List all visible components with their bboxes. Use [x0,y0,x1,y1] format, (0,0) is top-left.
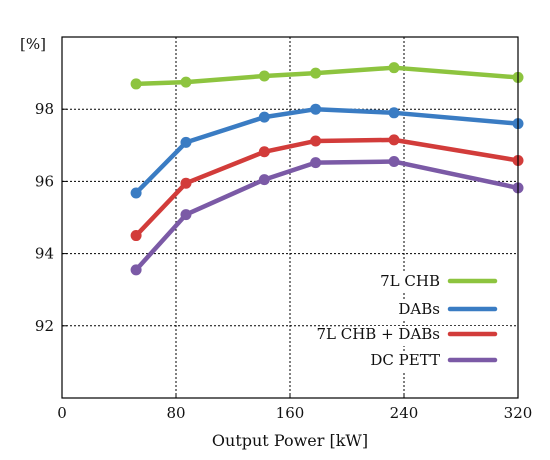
x-tick-label: 80 [166,404,185,422]
legend-item-background [360,352,510,372]
data-point [388,156,400,168]
legend-item-background [360,301,510,321]
data-point [310,103,322,115]
legend-label: 7L CHB + DABs [316,325,440,343]
x-tick-label: 240 [390,404,419,422]
series-line [133,137,521,238]
grid [62,37,518,398]
data-point [180,177,192,189]
series-line [133,159,521,273]
x-axis-label: Output Power [kW] [212,431,368,450]
data-point [130,78,142,90]
ticks: 0 80 160 240 320 92 94 96 98 [35,100,532,422]
series-7l-chb-dabs [130,134,524,242]
series-line [133,106,521,196]
data-point [130,264,142,276]
data-point [258,70,270,82]
data-point [388,62,400,74]
data-point [258,146,270,158]
legend-item: DC PETT [360,351,510,372]
series-layer [130,62,524,276]
legend-item: 7L CHB + DABs [316,325,510,346]
data-point [310,135,322,147]
data-point [180,76,192,88]
data-point [310,157,322,169]
legend-label: 7L CHB [380,272,440,290]
data-point [130,230,142,242]
y-axis-label: [%] [20,35,46,53]
y-tick-label: 94 [35,245,54,263]
y-tick-label: 98 [35,100,54,118]
data-point [258,174,270,186]
x-tick-label: 0 [57,404,67,422]
data-point [258,111,270,123]
data-point [180,209,192,221]
series-7l-chb [130,62,524,90]
series-dabs [130,103,524,199]
legend-label: DC PETT [370,351,440,369]
data-point [310,67,322,79]
legend-item-background [360,326,510,346]
legend-item: DABs [360,300,510,321]
data-point [388,107,400,119]
series-line [133,65,521,87]
x-tick-label: 160 [276,404,305,422]
legend-item-background [360,273,510,293]
legend: 7L CHB DABs 7L CHB + DABs DC PETT [316,272,510,372]
y-tick-label: 92 [35,317,54,335]
data-point [388,134,400,146]
y-tick-label: 96 [35,172,54,190]
series-dc-pett [130,156,524,276]
legend-item: 7L CHB [360,272,510,293]
data-point [130,187,142,199]
x-tick-label: 320 [504,404,533,422]
legend-label: DABs [398,300,440,318]
data-point [180,136,192,148]
